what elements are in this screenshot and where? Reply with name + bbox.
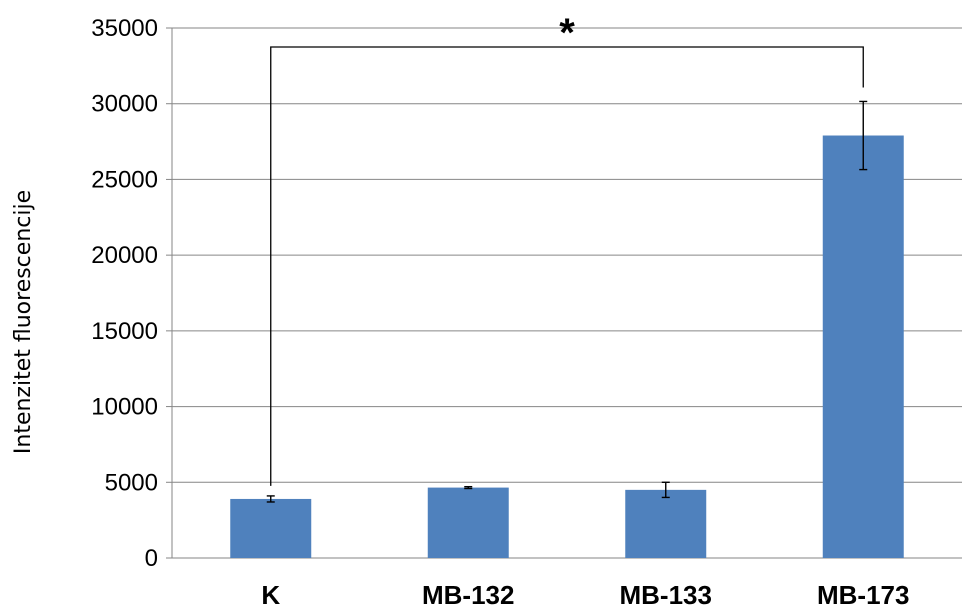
bars bbox=[230, 135, 904, 558]
y-tick-label: 15000 bbox=[91, 318, 158, 345]
significance-bracket bbox=[270, 46, 864, 486]
y-axis-title: Intenzitet fluorescencije bbox=[11, 190, 36, 454]
significance-star: * bbox=[559, 11, 575, 55]
bar bbox=[625, 489, 707, 558]
y-tick-label: 5000 bbox=[105, 469, 158, 496]
x-tick-label: K bbox=[261, 580, 280, 610]
error-bars bbox=[266, 100, 868, 503]
bar bbox=[822, 135, 904, 558]
bar bbox=[427, 487, 509, 558]
y-tick-label: 0 bbox=[145, 545, 158, 572]
bar bbox=[230, 498, 312, 558]
y-tick-label: 10000 bbox=[91, 394, 158, 421]
significance-annotation: * bbox=[270, 11, 864, 486]
x-tick-label: MB-132 bbox=[422, 580, 514, 610]
y-tick-label: 35000 bbox=[91, 15, 158, 42]
x-tick-label: MB-173 bbox=[817, 580, 909, 610]
y-tick-label: 20000 bbox=[91, 242, 158, 269]
y-tick-labels: 0 5000 10000 15000 20000 25000 30000 35000 bbox=[91, 15, 158, 572]
x-tick-labels: K MB-132 MB-133 MB-173 bbox=[261, 580, 909, 610]
y-tick-label: 25000 bbox=[91, 166, 158, 193]
x-tick-label: MB-133 bbox=[620, 580, 712, 610]
y-tick-label: 30000 bbox=[91, 91, 158, 118]
